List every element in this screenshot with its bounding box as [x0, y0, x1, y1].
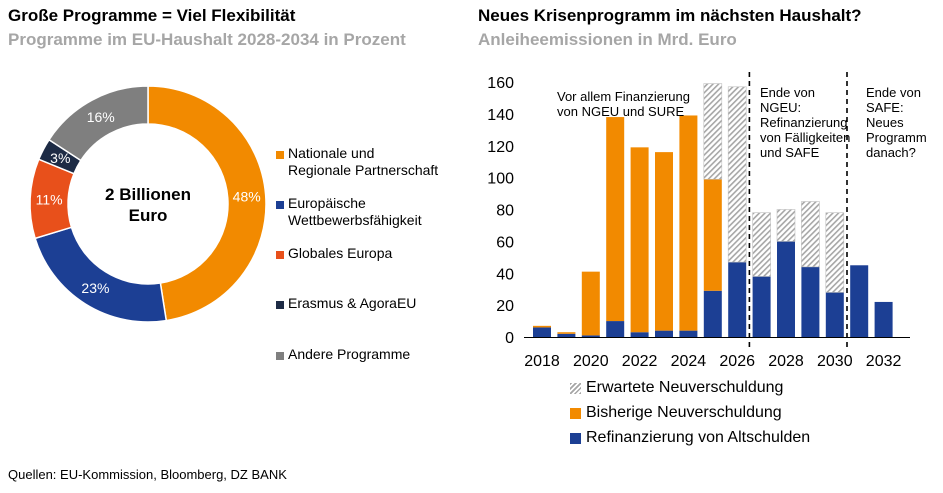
annotation-end-safe: Ende von SAFE: Neues Programm danach? [866, 85, 927, 160]
bar-segment [850, 265, 869, 337]
bar-segment [557, 333, 576, 337]
bar-segment [728, 262, 747, 337]
donut-chart: 48% 23% 11% 3% 16% 2 Billionen Euro [29, 85, 267, 323]
right-chart-title: Neues Krisenprogramm im nächsten Haushal… [478, 6, 862, 25]
bar-segment [776, 209, 796, 242]
y-tick-label: 0 [505, 330, 514, 347]
donut-slice-label: 48% [233, 188, 261, 204]
donut-slice-label: 23% [81, 280, 109, 296]
bar-segment [777, 241, 795, 337]
legend-label: Andere Programme [288, 346, 411, 362]
bar-segment [533, 325, 551, 328]
y-tick-label: 20 [496, 298, 514, 315]
bar-segment [703, 290, 722, 337]
left-chart-title: Große Programme = Viel Flexibilität [8, 6, 296, 25]
hatch-swatch-icon [570, 383, 581, 394]
navy-swatch-icon [570, 433, 581, 444]
donut-slice [34, 226, 168, 323]
donut-slice-label: 3% [50, 150, 70, 166]
bar-segment [533, 327, 551, 337]
legend-swatch-icon [276, 352, 284, 360]
bar-segment [679, 115, 698, 331]
bar-segment [703, 83, 723, 180]
legend-label: Nationale und Regionale Partnerschaft [288, 145, 439, 178]
bar-segment [630, 332, 649, 337]
left-chart-subtitle: Programme im EU-Haushalt 2028-2034 in Pr… [8, 30, 406, 49]
y-tick-label: 120 [487, 139, 514, 156]
x-tick-label: 2030 [817, 353, 853, 370]
y-tick-label: 40 [496, 266, 514, 283]
bar-segment [679, 330, 698, 337]
legend-label: Erasmus & AgoraEU [288, 295, 417, 311]
x-tick-label: 2032 [866, 353, 902, 370]
annotation-ngeu-sure: Vor allem Finanzierung von NGEU und SURE [557, 89, 690, 119]
source-note: Quellen: EU-Kommission, Bloomberg, DZ BA… [8, 467, 287, 482]
y-tick-label: 100 [487, 171, 514, 188]
bar-segment [581, 335, 600, 337]
donut-slice [47, 85, 149, 162]
legend-label: Refinanzierung von Altschulden [586, 429, 811, 446]
donut-center-label: Euro [129, 206, 168, 225]
x-tick-label: 2018 [524, 353, 560, 370]
x-tick-label: 2020 [573, 353, 609, 370]
legend-label: Europäische Wettbewerbsfähigkeit [288, 195, 422, 228]
bar-segment [752, 212, 771, 277]
bar-segment [727, 86, 747, 263]
x-tick-label: 2028 [768, 353, 804, 370]
bar-segment [606, 117, 625, 322]
legend-label: Erwartete Neuverschuldung [586, 379, 784, 396]
orange-swatch-icon [570, 408, 581, 419]
y-tick-label: 160 [487, 75, 514, 92]
bar-segment [825, 212, 845, 293]
bar-segment [874, 301, 893, 337]
legend-label: Bisherige Neuverschuldung [586, 404, 782, 421]
bar-segment [703, 179, 722, 291]
donut-slice [147, 85, 267, 322]
donut-center-label: 2 Billionen [105, 185, 191, 204]
legend-label: Globales Europa [288, 245, 393, 261]
right-chart-subtitle: Anleiheemissionen in Mrd. Euro [478, 30, 737, 49]
x-tick-label: 2026 [719, 353, 755, 370]
donut-slice-label: 11% [36, 191, 63, 207]
y-tick-label: 80 [496, 203, 514, 220]
bar-segment [655, 330, 673, 337]
x-tick-label: 2024 [671, 353, 707, 370]
annotation-end-ngeu: Ende von NGEU: Refinanzierung von Fällig… [760, 85, 851, 160]
bar-chart: 0 20 40 60 80 100 120 140 160 2018 2020 2022 2024 202… [487, 72, 910, 370]
legend-swatch-icon [276, 251, 284, 259]
bar-segment [606, 321, 625, 337]
bar-segment [630, 147, 649, 333]
y-tick-label: 140 [487, 107, 514, 124]
bar-segment [752, 276, 771, 337]
bar-segment [655, 152, 673, 331]
bar-segment [581, 271, 600, 336]
bar-segment [801, 201, 820, 268]
legend-swatch-icon [276, 151, 284, 159]
legend-swatch-icon [276, 201, 284, 209]
donut-slice-label: 16% [87, 109, 115, 125]
legend-swatch-icon [276, 301, 284, 309]
bar-segment [557, 332, 576, 334]
x-tick-label: 2022 [622, 353, 658, 370]
y-tick-label: 60 [496, 234, 514, 251]
bar-segment [801, 266, 820, 337]
bar-segment [825, 292, 844, 337]
